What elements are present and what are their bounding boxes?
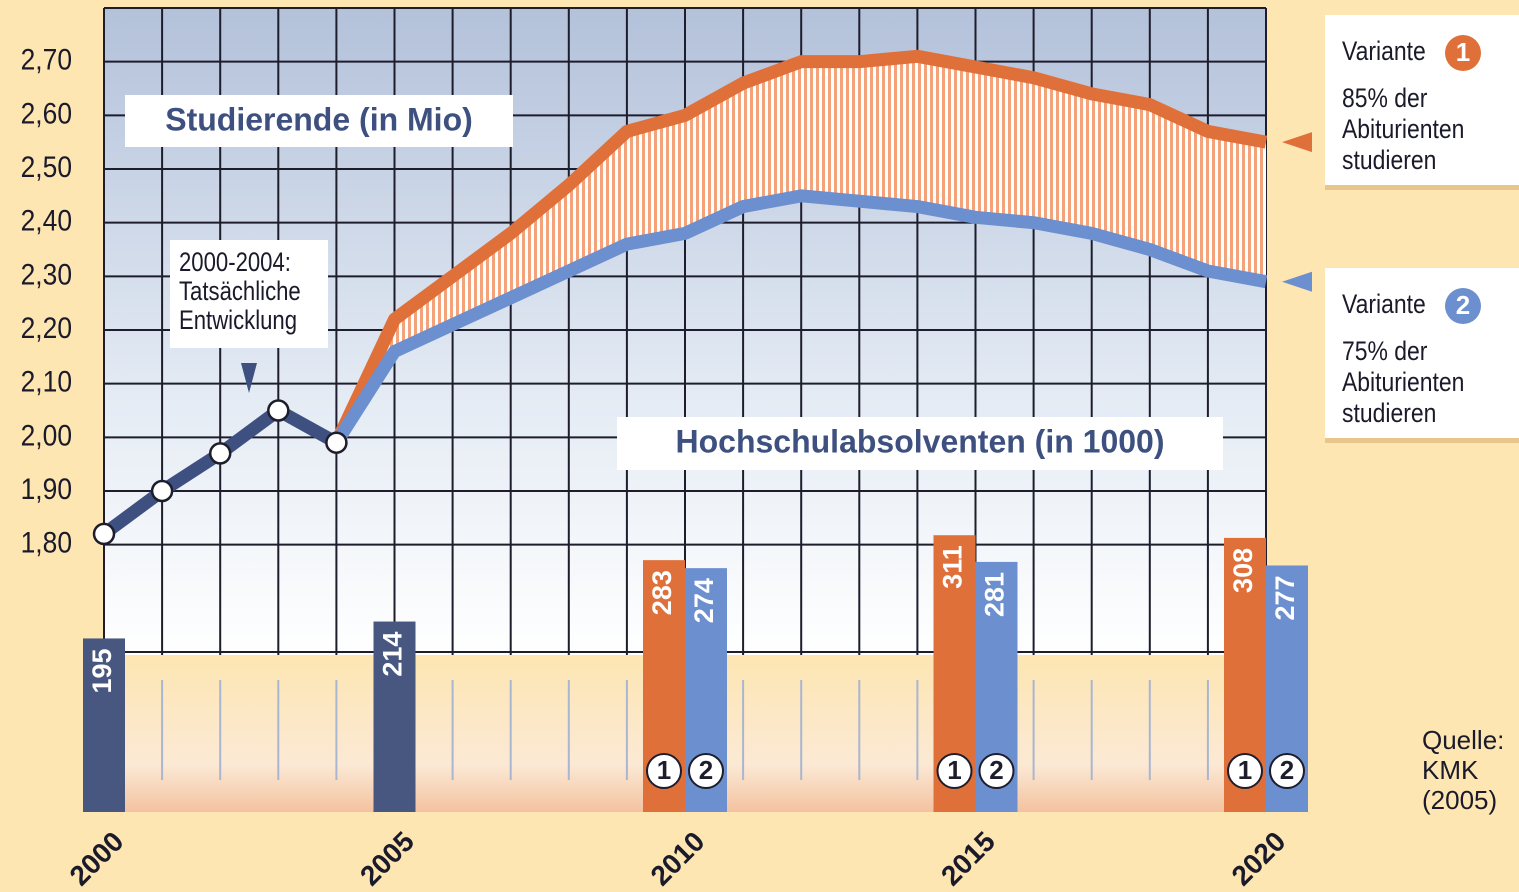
legend-shadow <box>1325 438 1519 443</box>
x-tick-label: 2020 <box>1226 826 1292 892</box>
legend-description: Abiturienten <box>1342 114 1464 144</box>
source: KMK <box>1422 755 1479 785</box>
bar-value-label: 311 <box>938 545 968 589</box>
x-tick-label: 2000 <box>64 826 130 892</box>
bar-value-label: 214 <box>378 632 408 677</box>
bar-value-label: 281 <box>980 572 1010 617</box>
legend-arrow <box>1282 272 1312 292</box>
y-tick-label: 1,80 <box>21 525 72 559</box>
legend-description: Abiturienten <box>1342 367 1464 397</box>
y-tick-label: 2,40 <box>21 203 72 237</box>
legend-description: 85% der <box>1342 83 1427 113</box>
bar-value-label: 195 <box>87 648 117 693</box>
y-tick-label: 2,30 <box>21 257 72 291</box>
bar-value-label: 274 <box>689 578 719 623</box>
legend-badge: 2 <box>1456 290 1470 320</box>
legend-name: Variante <box>1342 289 1426 319</box>
legend-description: studieren <box>1342 398 1436 428</box>
point <box>210 443 230 463</box>
y-tick-label: 2,10 <box>21 364 72 398</box>
annotation: 2000-2004: <box>179 248 291 278</box>
bar-value-label: 283 <box>647 570 677 615</box>
chart: 1,80 1,90 2,00 2,10 2,20 2,30 2,40 2,50 2,60 2,70… <box>0 0 1519 892</box>
legend-shadow <box>1325 185 1519 190</box>
chart-title: Hochschulabsolventen (in 1000) <box>675 423 1164 459</box>
badge: 1 <box>1238 755 1252 785</box>
x-tick-label: 2015 <box>935 826 1001 892</box>
y-tick-label: 1,90 <box>21 471 72 505</box>
bar-value-label: 277 <box>1270 575 1300 620</box>
annotation: Entwicklung <box>179 306 297 336</box>
source: (2005) <box>1422 785 1497 815</box>
legend-name: Variante <box>1342 36 1426 66</box>
chart-title: Studierende (in Mio) <box>165 101 473 137</box>
legend-description: 75% der <box>1342 336 1427 366</box>
x-tick-label: 2010 <box>645 826 711 892</box>
badge: 2 <box>1280 755 1294 785</box>
legend-description: studieren <box>1342 145 1436 175</box>
y-tick-label: 2,50 <box>21 149 72 183</box>
legend-arrow <box>1282 132 1312 152</box>
point <box>268 401 288 421</box>
point <box>326 433 346 453</box>
y-tick-label: 2,60 <box>21 96 72 130</box>
point <box>94 524 114 544</box>
x-tick-label: 2005 <box>354 826 420 892</box>
annotation: Tatsächliche <box>179 277 301 307</box>
y-tick-label: 2,70 <box>21 42 72 76</box>
badge: 1 <box>657 755 671 785</box>
y-tick-label: 2,00 <box>21 418 72 452</box>
legend-badge: 1 <box>1456 37 1470 67</box>
y-tick-label: 2,20 <box>21 310 72 344</box>
source: Quelle: <box>1422 725 1504 755</box>
badge: 2 <box>699 755 713 785</box>
badge: 1 <box>947 755 961 785</box>
bar-value-label: 308 <box>1228 548 1258 593</box>
point <box>152 481 172 501</box>
badge: 2 <box>989 755 1003 785</box>
